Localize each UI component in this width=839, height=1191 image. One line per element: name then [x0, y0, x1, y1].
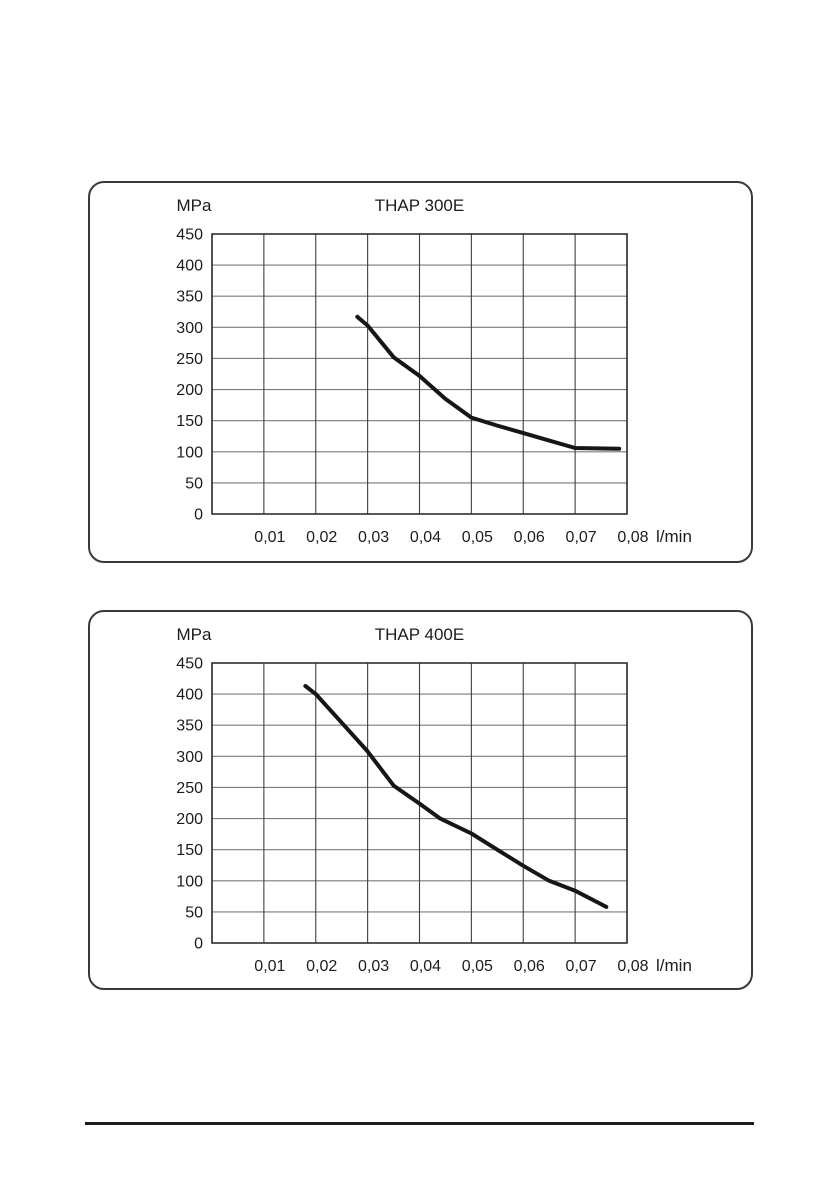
y-axis-unit-label: MPa	[176, 625, 212, 644]
y-tick-label: 0	[194, 936, 203, 953]
y-tick-label: 250	[176, 780, 203, 797]
x-axis-unit-label: l/min	[656, 527, 692, 546]
x-axis-unit-label: l/min	[656, 956, 692, 975]
pressure-flow-curve	[303, 684, 609, 909]
x-tick-label: 0,02	[306, 958, 337, 975]
x-tick-label: 0,06	[514, 529, 545, 546]
x-tick-label: 0,04	[410, 958, 441, 975]
y-tick-label: 450	[176, 656, 203, 673]
y-tick-label: 150	[176, 842, 203, 859]
y-tick-label: 250	[176, 351, 203, 368]
plot-frame	[211, 662, 628, 944]
chart-plot-thap-300e: 450 400 350 300 250 200 150 100 50 0 0,01 0,02 0,03 0…	[176, 227, 692, 547]
y-tick-label: 300	[176, 320, 203, 337]
pressure-flow-curve	[355, 314, 622, 451]
x-tick-label: 0,07	[566, 529, 597, 546]
y-tick-label: 0	[194, 507, 203, 524]
y-axis-unit-label: MPa	[176, 196, 212, 215]
footer-divider-line	[85, 1122, 754, 1125]
y-tick-label: 50	[185, 904, 203, 921]
y-tick-label: 350	[176, 289, 203, 306]
x-tick-label: 0,08	[617, 958, 648, 975]
y-tick-label: 100	[176, 873, 203, 890]
chart-panel-thap-400e: MPa THAP 400E 450 400 350 300 250 200 150 100 50…	[88, 610, 753, 990]
chart-title: THAP 400E	[374, 625, 465, 644]
x-tick-label: 0,01	[254, 529, 285, 546]
y-tick-label: 200	[176, 811, 203, 828]
y-tick-label: 300	[176, 749, 203, 766]
x-tick-label: 0,02	[306, 529, 337, 546]
y-tick-label: 400	[176, 258, 203, 275]
chart-plot-thap-400e: 450 400 350 300 250 200 150 100 50 0 0,01 0,02 0,03 0…	[176, 656, 692, 976]
x-tick-label: 0,08	[617, 529, 648, 546]
y-tick-label: 350	[176, 718, 203, 735]
x-tick-label: 0,05	[462, 958, 493, 975]
y-tick-label: 450	[176, 227, 203, 244]
y-tick-label: 200	[176, 382, 203, 399]
x-tick-label: 0,04	[410, 529, 441, 546]
x-tick-label: 0,05	[462, 529, 493, 546]
y-tick-label: 100	[176, 444, 203, 461]
chart-title: THAP 300E	[374, 196, 465, 215]
chart-panel-thap-300e: MPa THAP 300E 450 400 350 300 250 200 150 100 50…	[88, 181, 753, 563]
x-tick-label: 0,03	[358, 529, 389, 546]
x-tick-label: 0,03	[358, 958, 389, 975]
y-tick-label: 150	[176, 413, 203, 430]
x-tick-label: 0,06	[514, 958, 545, 975]
y-tick-label: 50	[185, 475, 203, 492]
y-tick-label: 400	[176, 687, 203, 704]
plot-frame	[211, 233, 628, 515]
x-tick-label: 0,01	[254, 958, 285, 975]
x-tick-label: 0,07	[566, 958, 597, 975]
